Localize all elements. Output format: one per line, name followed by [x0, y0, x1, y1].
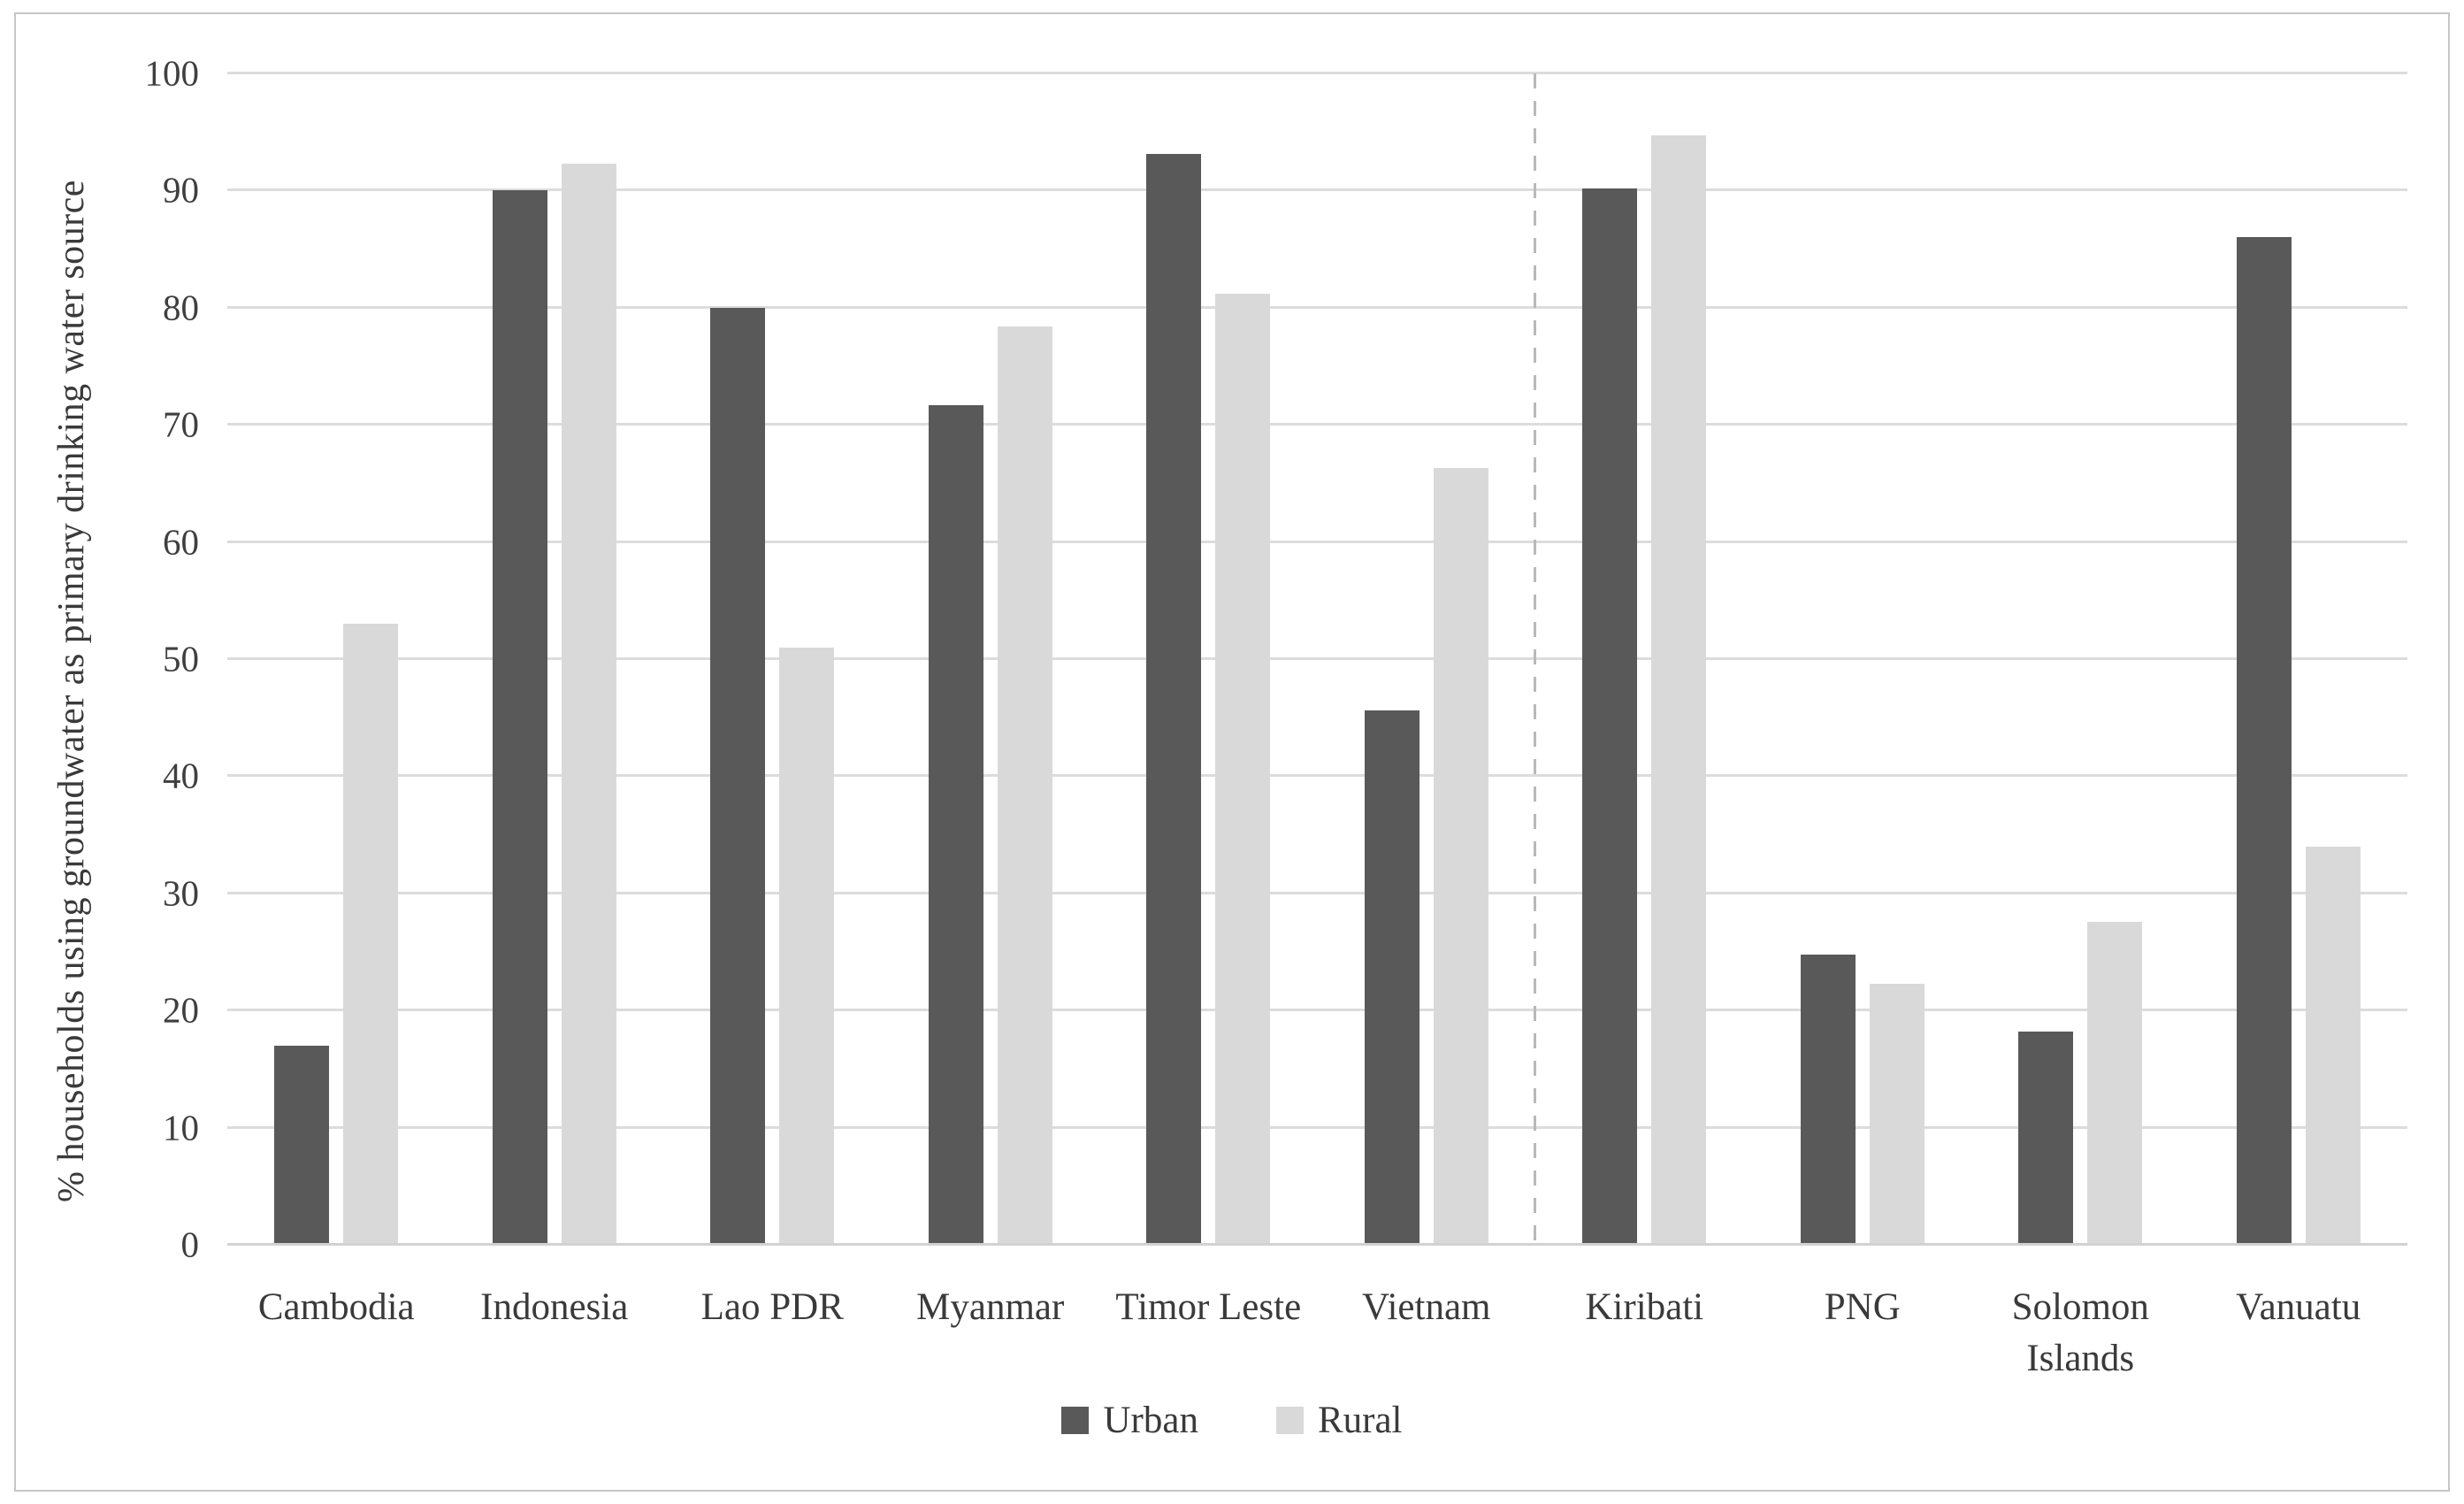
gridline-50: [227, 657, 2407, 660]
gridline-70: [227, 423, 2407, 426]
rural-bar-lao-pdr: [779, 647, 835, 1245]
rural-bar-indonesia: [561, 163, 616, 1245]
rural-bar-cambodia: [343, 624, 399, 1245]
x-label-myanmar: Myanmar: [916, 1286, 1065, 1328]
bar-group-vanuatu: [2190, 73, 2408, 1245]
rural-bar-myanmar: [997, 326, 1052, 1245]
bar-group-lao-pdr: [663, 73, 882, 1245]
x-label-cambodia: Cambodia: [257, 1286, 415, 1328]
bar-group-cambodia: [227, 73, 446, 1245]
urban-bar-lao-pdr: [710, 307, 766, 1245]
gridline-60: [227, 540, 2407, 543]
x-label-lao-pdr: Lao PDR: [700, 1286, 844, 1328]
rural-bar-kiribati: [1651, 135, 1707, 1245]
x-label-kiribati: Kiribati: [1585, 1286, 1704, 1328]
legend-item-urban: Urban: [1061, 1401, 1198, 1439]
urban-bar-timor-leste: [1146, 154, 1202, 1245]
urban-bar-myanmar: [928, 404, 983, 1245]
bar-group-timor-leste: [1099, 73, 1318, 1245]
y-tick-label-100: 100: [144, 52, 200, 94]
bar-group-solomon-islands: [1971, 73, 2190, 1245]
urban-bar-kiribati: [1582, 188, 1638, 1245]
gridline-90: [227, 188, 2407, 192]
gridline-80: [227, 305, 2407, 309]
rural-bar-vanuatu: [2305, 846, 2361, 1245]
gridline-100: [227, 72, 2407, 74]
x-label-png: PNG: [1824, 1286, 1901, 1328]
rural-bar-solomon-islands: [2087, 921, 2143, 1245]
urban-bar-vanuatu: [2236, 237, 2292, 1245]
x-label-vanuatu: Vanuatu: [2236, 1286, 2361, 1328]
urban-bar-indonesia: [492, 190, 547, 1245]
x-axis-line: [227, 1243, 2407, 1246]
x-label-indonesia: Indonesia: [480, 1286, 629, 1328]
bar-group-indonesia: [446, 73, 664, 1245]
bar-group-myanmar: [882, 73, 1100, 1245]
gridline-40: [227, 774, 2407, 778]
urban-bar-png: [1800, 954, 1856, 1245]
rural-bar-vietnam: [1433, 468, 1488, 1245]
urban-bar-vietnam: [1364, 710, 1419, 1245]
gridline-20: [227, 1009, 2407, 1012]
y-tick-label-50: 50: [163, 638, 199, 679]
y-tick-label-60: 60: [163, 521, 199, 563]
y-tick-label-40: 40: [163, 755, 199, 796]
rural-bar-timor-leste: [1215, 293, 1271, 1245]
y-tick-label-70: 70: [163, 403, 199, 445]
y-tick-label-30: 30: [163, 872, 199, 914]
y-tick-label-20: 20: [163, 989, 199, 1031]
bar-groups: [227, 73, 2407, 1245]
y-tick-label-10: 10: [163, 1107, 199, 1148]
legend-label-rural: Rural: [1317, 1400, 1403, 1441]
chart-figure: % households using groundwater as primar…: [14, 12, 2450, 1492]
gridline-30: [227, 891, 2407, 894]
x-label-solomon-islands: Solomon Islands: [2011, 1286, 2149, 1380]
bar-group-png: [1754, 73, 1972, 1245]
urban-swatch-icon: [1061, 1407, 1090, 1434]
bar-group-kiribati: [1535, 73, 1754, 1245]
rural-swatch-icon: [1275, 1407, 1304, 1434]
legend: Urban Rural: [16, 1401, 2448, 1439]
legend-item-rural: Rural: [1275, 1400, 1403, 1441]
y-tick-label-80: 80: [163, 287, 199, 328]
x-label-timor-leste: Timor Leste: [1115, 1286, 1302, 1328]
region-separator-dashed-line: [1534, 73, 1536, 1245]
y-tick-label-0: 0: [180, 1224, 200, 1265]
bar-group-vietnam: [1318, 73, 1536, 1245]
y-tick-label-90: 90: [163, 169, 199, 211]
plot-area: 0 10 20 30 40 50 60 70 80 90 100 Cambodia Indonesia…: [145, 55, 2407, 1379]
urban-bar-cambodia: [274, 1045, 330, 1245]
gridline-10: [227, 1125, 2407, 1129]
x-label-vietnam: Vietnam: [1362, 1286, 1491, 1328]
rural-bar-png: [1869, 983, 1925, 1245]
legend-label-urban: Urban: [1103, 1400, 1198, 1441]
urban-bar-solomon-islands: [2018, 1032, 2074, 1245]
